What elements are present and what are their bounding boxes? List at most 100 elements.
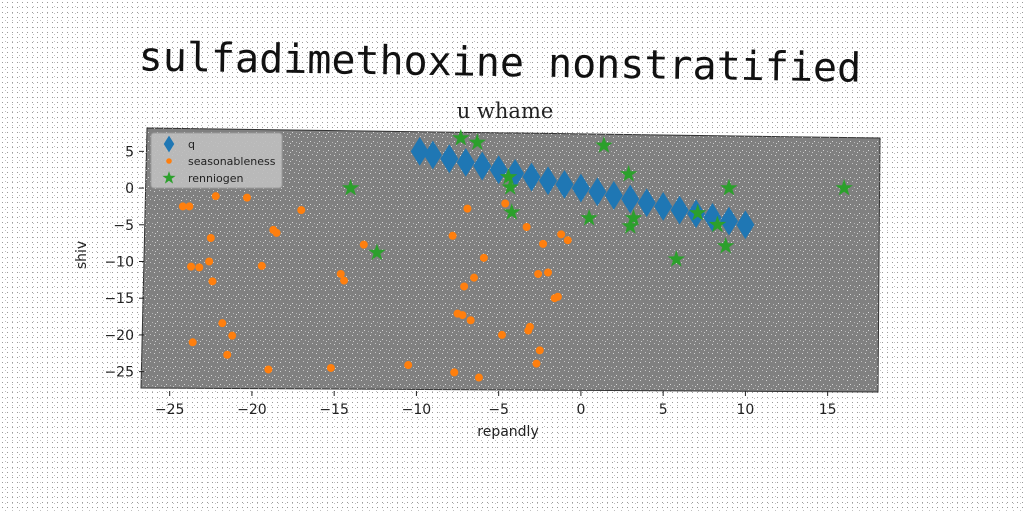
data-point — [499, 167, 518, 185]
data-point — [466, 316, 475, 325]
data-point — [242, 193, 251, 202]
x-tick-label: 10 — [736, 402, 754, 418]
data-point — [522, 222, 531, 231]
data-point — [539, 239, 548, 248]
chart-title: sulfadimethoxine nonstratified — [138, 34, 861, 91]
data-point — [621, 217, 639, 234]
legend: q seasonableness renniogen — [150, 132, 283, 189]
data-point — [474, 373, 483, 382]
data-point — [463, 204, 472, 213]
data-point — [340, 276, 349, 285]
x-tick-label: 5 — [659, 402, 668, 418]
series-renniogen — [341, 128, 853, 267]
y-tick-label: −25 — [104, 365, 134, 381]
data-point — [535, 346, 544, 355]
data-point — [326, 363, 335, 372]
y-tick-label: 0 — [125, 181, 134, 197]
data-point — [501, 199, 510, 208]
chart-subtitle: u whame — [457, 99, 554, 123]
data-point — [206, 234, 215, 243]
data-point — [185, 202, 194, 211]
data-point — [479, 253, 488, 262]
data-point — [670, 195, 689, 225]
data-point — [604, 181, 623, 210]
data-point — [654, 192, 673, 221]
data-point — [187, 262, 196, 271]
data-point — [525, 322, 534, 331]
legend-label: q — [188, 138, 195, 151]
data-point — [423, 140, 442, 170]
data-point — [188, 338, 197, 347]
data-point — [689, 203, 707, 221]
y-axis-label: shiv — [74, 241, 90, 269]
data-point — [720, 178, 738, 196]
data-point — [580, 209, 598, 226]
data-point — [456, 147, 475, 177]
data-point — [297, 206, 306, 215]
data-point — [539, 166, 558, 196]
data-point — [736, 210, 755, 240]
data-point — [667, 250, 686, 267]
y-axis: 5 0 −5 −10 −15 −20 −25 — [104, 144, 144, 381]
data-point — [637, 188, 656, 218]
data-point — [205, 257, 214, 266]
x-tick-label: −5 — [488, 402, 509, 418]
data-point — [563, 236, 572, 245]
data-point — [555, 170, 574, 199]
data-point — [341, 178, 360, 196]
data-point — [448, 231, 457, 240]
y-tick-label: −10 — [104, 255, 134, 271]
data-point — [460, 282, 469, 291]
data-point — [571, 173, 590, 203]
data-point — [719, 206, 738, 236]
x-axis-label: repandly — [477, 424, 538, 440]
plot-area: q seasonableness renniogen — [140, 127, 881, 393]
legend-label: seasonableness — [188, 155, 276, 168]
y-tick-label: −5 — [113, 218, 134, 234]
data-point — [264, 365, 273, 374]
x-tick-label: −25 — [155, 402, 185, 418]
data-point — [619, 164, 638, 182]
data-point — [440, 144, 459, 174]
data-point — [595, 136, 613, 153]
series-q — [410, 136, 755, 240]
data-point — [211, 192, 220, 201]
data-point — [469, 273, 478, 282]
data-point — [544, 268, 553, 277]
data-point — [473, 151, 492, 181]
data-point — [534, 269, 543, 278]
legend-marker-diamond — [163, 135, 175, 153]
x-tick-label: 0 — [576, 402, 585, 418]
x-tick-label: −15 — [319, 402, 349, 418]
data-point — [359, 240, 368, 249]
data-point — [404, 361, 413, 370]
data-point — [452, 128, 470, 146]
data-point — [708, 215, 727, 233]
data-point — [716, 236, 735, 254]
data-point — [336, 269, 345, 278]
data-point — [506, 158, 525, 188]
x-tick-label: 15 — [819, 402, 837, 418]
data-point — [450, 368, 459, 377]
data-point — [218, 319, 227, 328]
data-point — [503, 203, 521, 220]
y-tick-label: −15 — [104, 291, 134, 307]
data-point — [257, 261, 266, 270]
data-point — [621, 184, 640, 214]
data-point — [588, 177, 607, 207]
data-point — [410, 136, 429, 166]
legend-box — [150, 132, 283, 189]
data-point — [208, 277, 217, 286]
data-point — [553, 292, 562, 301]
x-axis: −25 −20 −15 −10 −5 0 5 10 15 — [155, 391, 837, 418]
data-point — [557, 230, 566, 239]
x-tick-label: −10 — [402, 402, 432, 418]
data-point — [178, 202, 187, 211]
data-point — [835, 178, 853, 196]
data-point — [223, 350, 232, 359]
data-point — [468, 133, 486, 150]
data-point — [522, 162, 541, 192]
chart-marks — [178, 128, 853, 382]
data-point — [501, 178, 519, 195]
